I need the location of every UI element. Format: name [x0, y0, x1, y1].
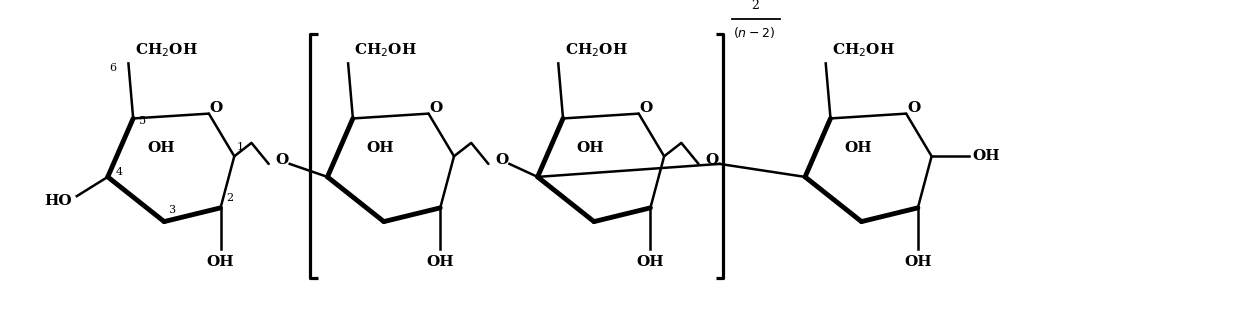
Text: 4: 4 [115, 167, 123, 177]
Text: O: O [496, 153, 508, 167]
Text: O: O [639, 101, 653, 115]
Text: OH: OH [147, 141, 175, 155]
Text: OH: OH [637, 256, 664, 269]
Text: OH: OH [576, 141, 605, 155]
Text: CH$_2$OH: CH$_2$OH [354, 41, 418, 59]
Text: OH: OH [367, 141, 394, 155]
Text: $(n-2)$: $(n-2)$ [732, 25, 774, 40]
Text: O: O [907, 101, 921, 115]
Text: OH: OH [426, 256, 453, 269]
Text: O: O [430, 101, 442, 115]
Text: 3: 3 [169, 205, 176, 215]
Text: CH$_2$OH: CH$_2$OH [565, 41, 628, 59]
Text: HO: HO [43, 194, 72, 208]
Text: OH: OH [973, 149, 1000, 163]
Text: O: O [209, 101, 223, 115]
Text: O: O [705, 153, 719, 167]
Text: 2: 2 [227, 193, 234, 203]
Text: O: O [275, 153, 289, 167]
Text: CH$_2$OH: CH$_2$OH [135, 41, 198, 59]
Text: OH: OH [904, 256, 932, 269]
Text: OH: OH [207, 256, 234, 269]
Text: 2: 2 [752, 0, 760, 12]
Text: 6: 6 [109, 63, 116, 73]
Text: CH$_2$OH: CH$_2$OH [833, 41, 895, 59]
Text: 1: 1 [237, 142, 244, 152]
Text: OH: OH [844, 141, 872, 155]
Text: 5: 5 [139, 116, 146, 126]
